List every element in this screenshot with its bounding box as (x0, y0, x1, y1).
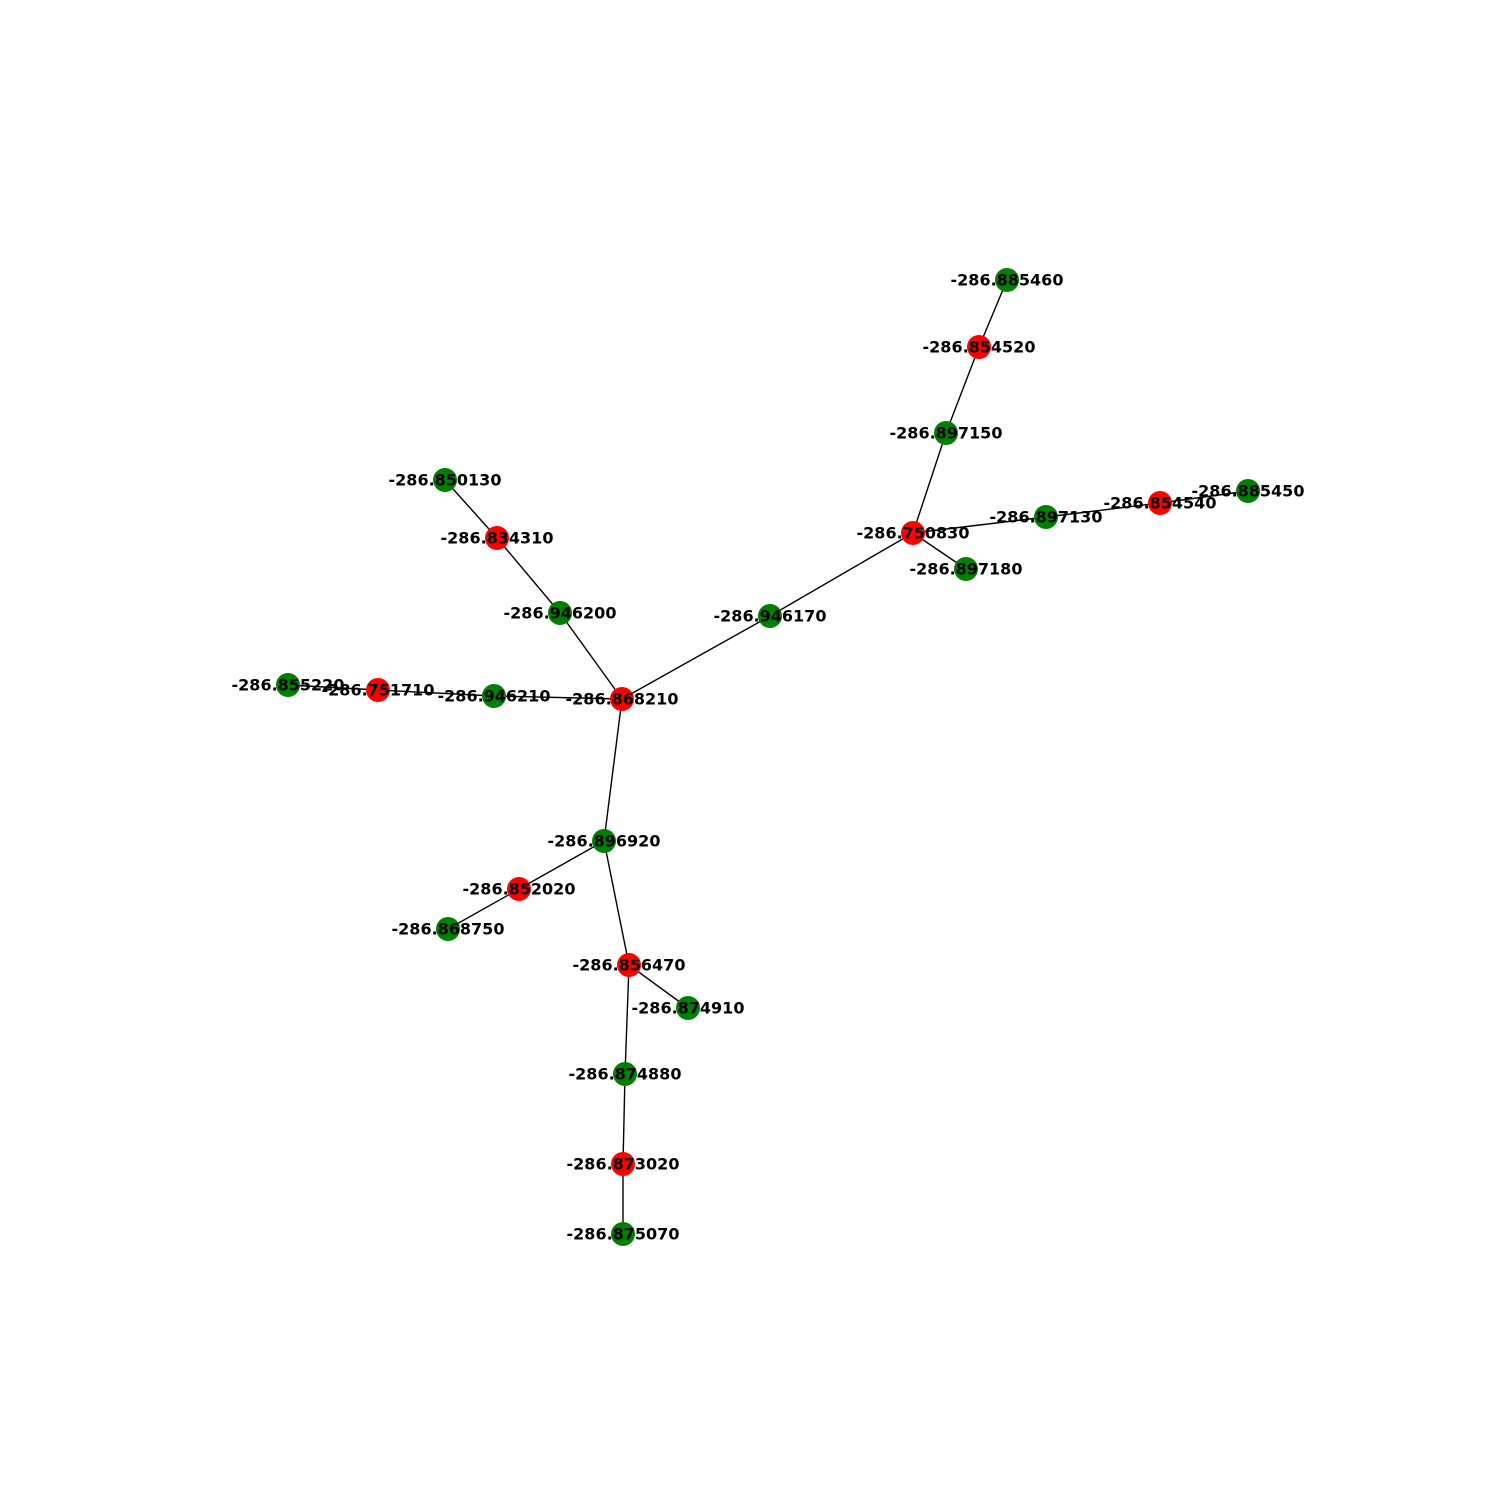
node-green (436, 917, 460, 941)
edge (518, 840, 605, 890)
node-label: -286.897180 (910, 560, 1023, 579)
node-label: -286.874910 (632, 999, 745, 1018)
node-green (934, 421, 958, 445)
edge (912, 432, 947, 534)
edge (1045, 502, 1161, 518)
node-label: -286.885450 (1192, 482, 1305, 501)
node-green (676, 996, 700, 1020)
node-green (995, 268, 1019, 292)
node-green (548, 601, 572, 625)
node-label: -286.897150 (890, 424, 1003, 443)
node-green (482, 684, 506, 708)
edge (493, 695, 623, 700)
edge (603, 840, 630, 966)
edge (945, 346, 980, 434)
node-label: -286.868750 (392, 920, 505, 939)
node-green (1236, 479, 1260, 503)
edge (624, 964, 630, 1075)
node-red (617, 953, 641, 977)
node-label: -286.856470 (573, 956, 686, 975)
node-label: -286.854540 (1104, 494, 1217, 513)
node-label: -286.834310 (441, 529, 554, 548)
node-label: -286.946210 (438, 687, 551, 706)
node-label: -286.855220 (232, 676, 345, 695)
edge (621, 615, 771, 700)
edge (447, 888, 520, 930)
node-label: -286.854520 (923, 338, 1036, 357)
node-label: -286.885460 (951, 271, 1064, 290)
node-green (1034, 505, 1058, 529)
node-red (507, 877, 531, 901)
edge (287, 684, 379, 691)
node-green (758, 604, 782, 628)
node-label: -286.946200 (504, 604, 617, 623)
node-red (901, 521, 925, 545)
node-green (592, 829, 616, 853)
edge (622, 1073, 626, 1165)
node-red (366, 678, 390, 702)
node-label: -286.751710 (322, 681, 435, 700)
node-label: -286.750830 (857, 524, 970, 543)
edge (603, 698, 623, 842)
node-green (276, 673, 300, 697)
node-label: -286.873020 (567, 1155, 680, 1174)
edge (628, 964, 689, 1009)
edge (496, 537, 561, 614)
node-green (954, 557, 978, 581)
edge (559, 612, 623, 700)
node-label: -286.852020 (463, 880, 576, 899)
nodes-layer (276, 268, 1260, 1246)
node-red (485, 526, 509, 550)
node-label: -286.850130 (389, 471, 502, 490)
node-label: -286.946170 (714, 607, 827, 626)
edge (1159, 490, 1249, 504)
node-label: -286.897130 (990, 508, 1103, 527)
labels-layer: -286.885460 -286.854520 -286.897150 -286.75… (232, 271, 1305, 1244)
edge (769, 532, 914, 617)
node-label: -286.875070 (567, 1225, 680, 1244)
node-green (433, 468, 457, 492)
edge (444, 479, 498, 539)
node-red (967, 335, 991, 359)
edge (377, 689, 495, 697)
node-red (1148, 491, 1172, 515)
node-label: -286.868210 (566, 690, 679, 709)
node-label: -286.874880 (569, 1065, 682, 1084)
node-red (610, 687, 634, 711)
node-label: -286.896920 (548, 832, 661, 851)
edge (978, 279, 1008, 348)
node-green (611, 1222, 635, 1246)
node-green (613, 1062, 637, 1086)
edge (912, 516, 1047, 534)
node-red (611, 1152, 635, 1176)
